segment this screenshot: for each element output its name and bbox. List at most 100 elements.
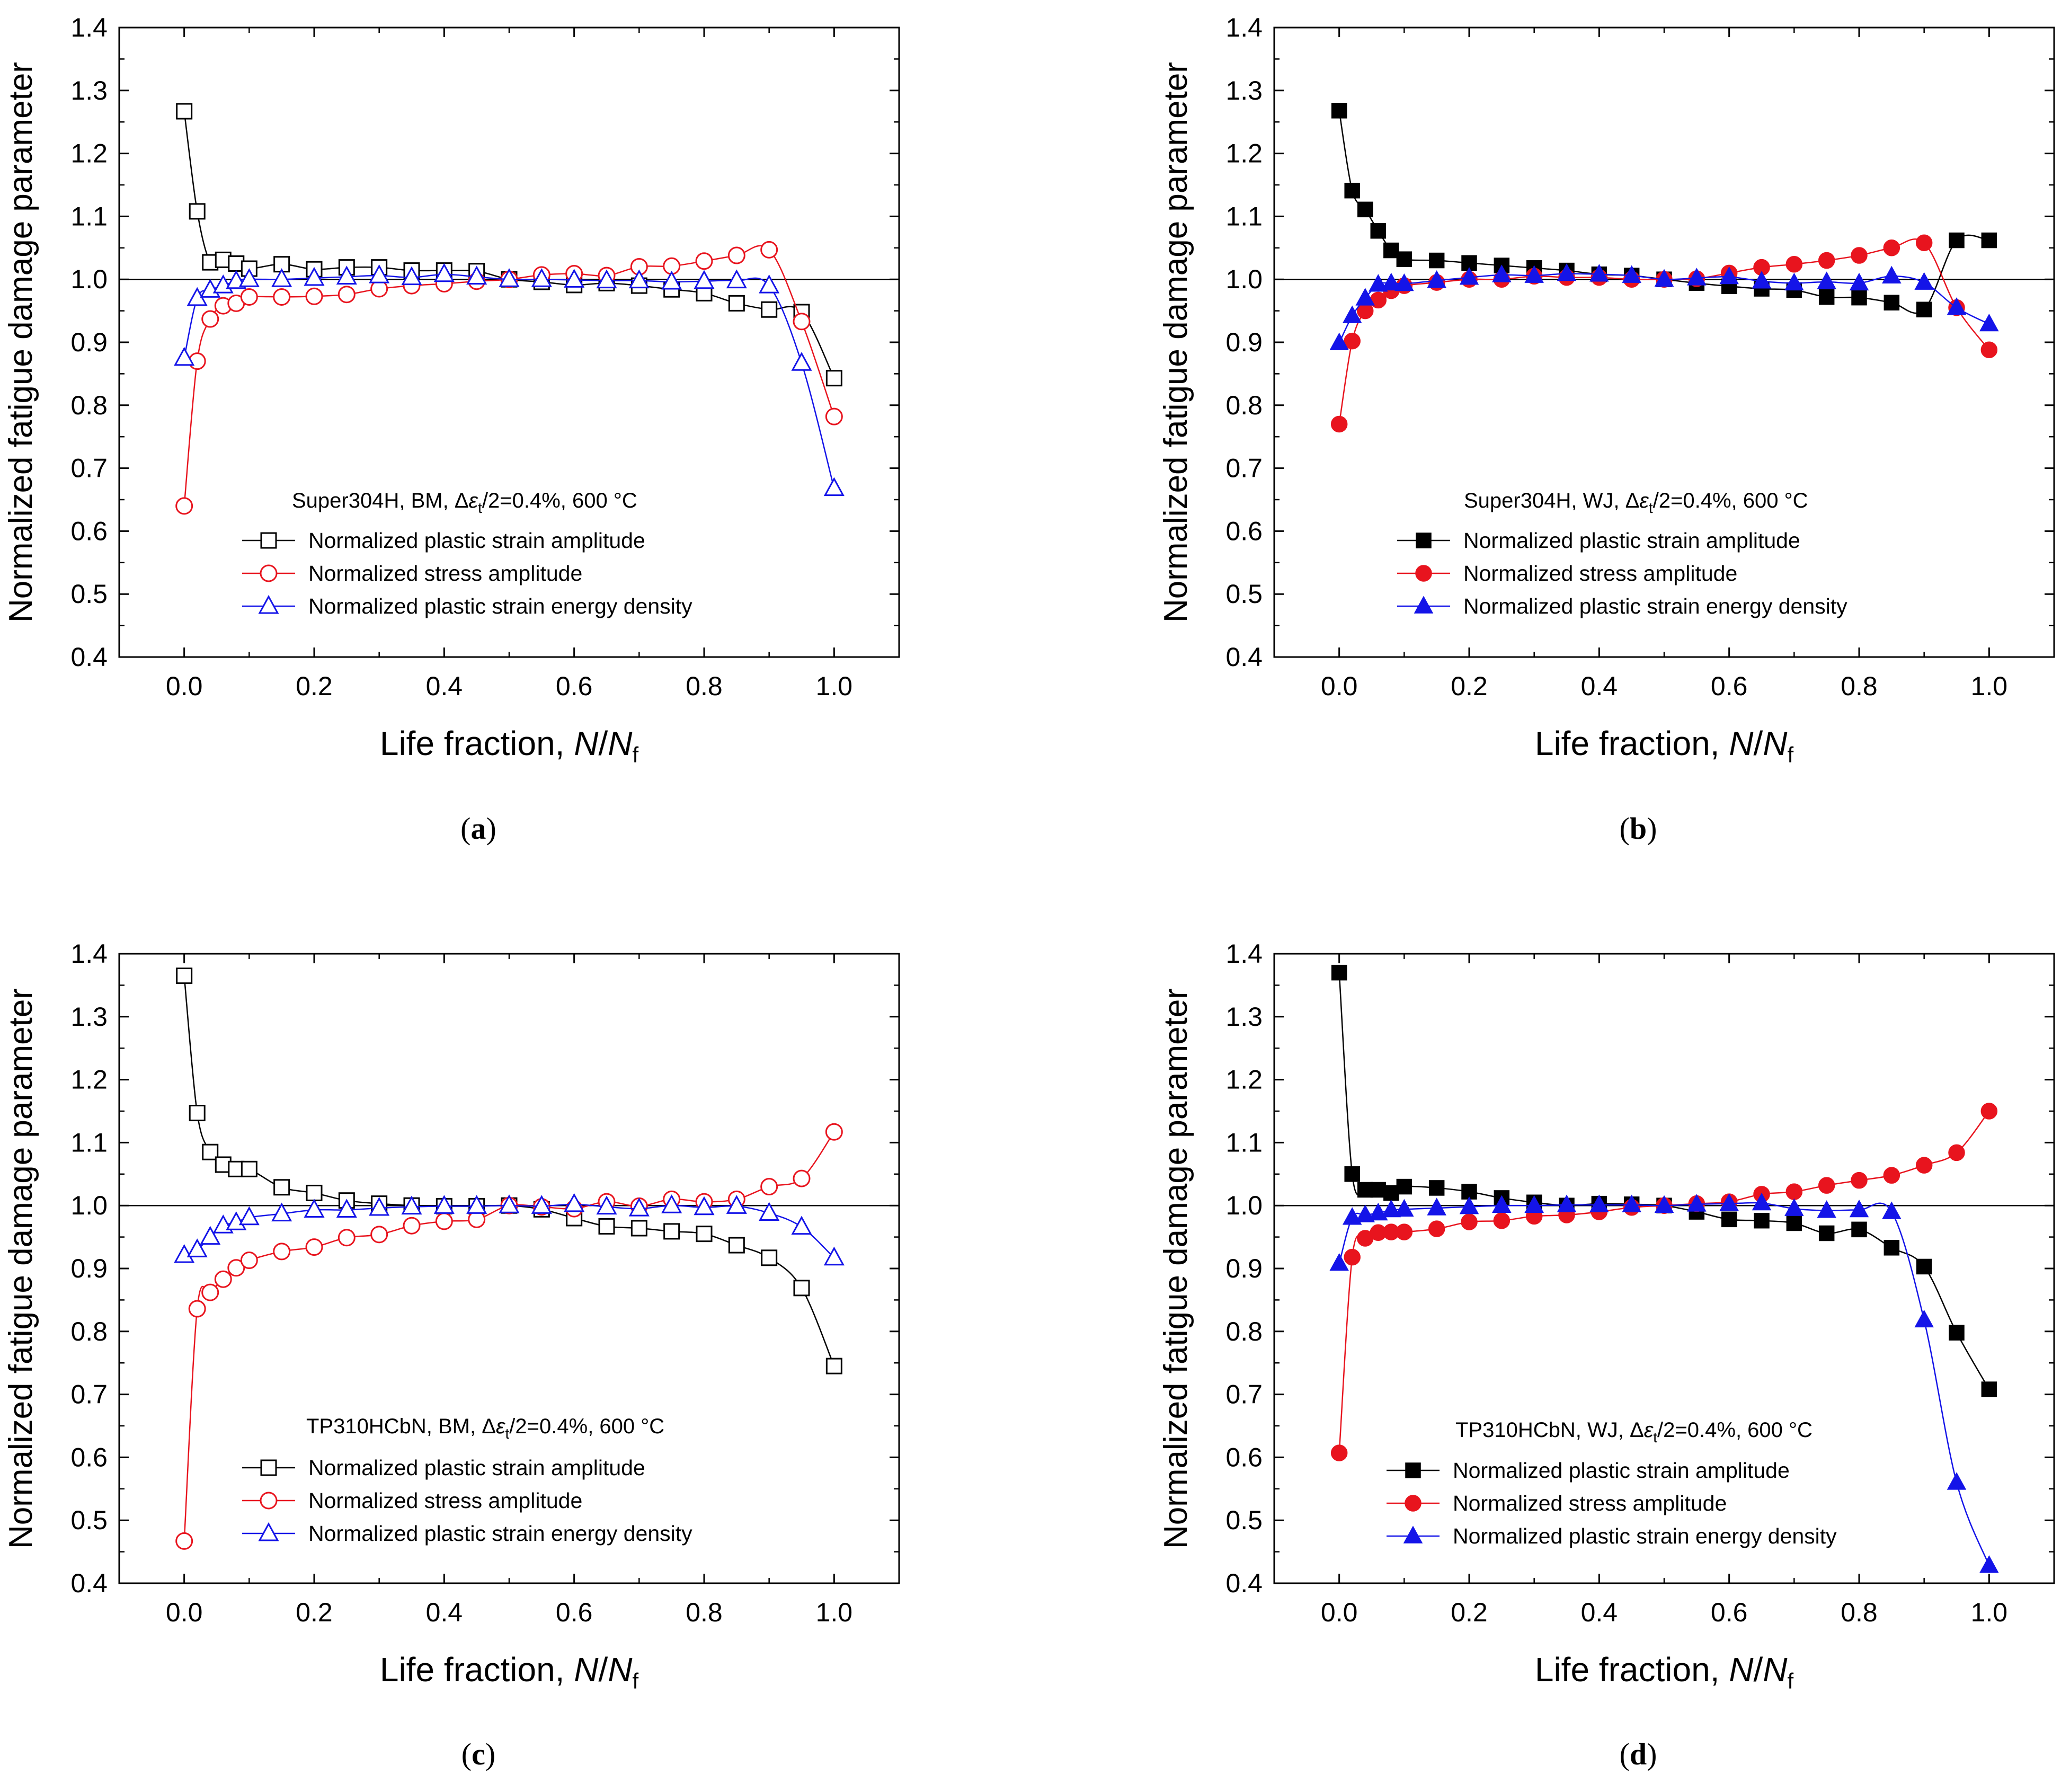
data-point bbox=[226, 1211, 247, 1230]
panel-caption: (b) bbox=[1620, 811, 1657, 846]
data-point bbox=[1654, 269, 1674, 287]
data-point bbox=[630, 1220, 647, 1237]
data-point bbox=[694, 1196, 715, 1216]
x-tick-label: 0.6 bbox=[556, 1598, 593, 1627]
data-point bbox=[1784, 1198, 1804, 1216]
condition-annotation: Super304H, WJ, Δεt/2=0.4%, 600 °C bbox=[1464, 489, 1808, 516]
caption-letter: b bbox=[1630, 811, 1647, 846]
data-point bbox=[1849, 1199, 1869, 1218]
y-tick-label: 0.4 bbox=[70, 1568, 108, 1598]
data-point bbox=[1851, 1172, 1868, 1189]
data-point bbox=[628, 1197, 650, 1217]
x-axis-label-n: N bbox=[1729, 724, 1754, 762]
data-point bbox=[793, 313, 811, 331]
data-point bbox=[1719, 1193, 1739, 1211]
y-tick-label: 1.0 bbox=[70, 264, 108, 294]
data-point bbox=[403, 1217, 421, 1235]
data-point bbox=[663, 1223, 680, 1240]
data-point bbox=[369, 1196, 390, 1216]
data-point bbox=[1980, 1103, 1998, 1120]
data-point bbox=[1883, 239, 1900, 256]
annotation-epsilon: ε bbox=[1639, 489, 1649, 512]
data-point bbox=[1979, 313, 1999, 332]
data-point bbox=[401, 266, 422, 286]
y-tick-label: 1.0 bbox=[1225, 1191, 1263, 1220]
annotation-epsilon: ε bbox=[496, 1415, 506, 1438]
annotation-delta: Δ bbox=[1630, 1418, 1644, 1442]
x-tick-label: 0.4 bbox=[426, 1598, 463, 1627]
annotation-delta: Δ bbox=[1625, 489, 1640, 512]
data-point bbox=[337, 1229, 356, 1247]
data-point bbox=[823, 1246, 845, 1266]
caption-letter: c bbox=[472, 1737, 485, 1771]
y-tick-label: 1.4 bbox=[70, 13, 108, 42]
y-tick-label: 0.4 bbox=[1225, 1568, 1263, 1598]
y-tick-label: 0.5 bbox=[1225, 1505, 1263, 1535]
data-point bbox=[273, 1243, 291, 1261]
data-point bbox=[1344, 1248, 1361, 1266]
data-point bbox=[761, 301, 778, 318]
data-point bbox=[1851, 289, 1867, 306]
data-point bbox=[433, 263, 455, 282]
data-point bbox=[726, 269, 747, 289]
data-point bbox=[1461, 255, 1477, 271]
x-axis-label-nf: N bbox=[1763, 724, 1788, 762]
annotation-material: Super304H, BM, bbox=[292, 489, 455, 512]
series-triangle bbox=[174, 1193, 845, 1266]
y-tick-label: 0.6 bbox=[70, 516, 108, 546]
data-point bbox=[238, 268, 260, 287]
x-axis-label-n: N bbox=[574, 1651, 599, 1689]
chart-panel-a: 0.0 0.2 0.4 0.6 0.8 1.0 0.4 0.5 0.6 0.7 0.8 0.9 1.0 1… bbox=[3, 13, 900, 846]
caption-letter: d bbox=[1630, 1737, 1647, 1771]
y-tick-label: 0.4 bbox=[1225, 642, 1263, 672]
y-tick-label: 1.3 bbox=[70, 76, 108, 105]
y-tick-label: 1.0 bbox=[70, 1191, 108, 1220]
data-point bbox=[401, 1195, 422, 1215]
legend-marker bbox=[1405, 1495, 1422, 1512]
data-point bbox=[435, 1212, 453, 1230]
condition-annotation: Super304H, BM, Δεt/2=0.4%, 600 °C bbox=[292, 489, 637, 516]
data-point bbox=[1344, 332, 1361, 350]
data-point bbox=[1427, 1197, 1446, 1216]
data-point bbox=[696, 1226, 713, 1243]
data-point bbox=[564, 269, 585, 288]
legend-marker bbox=[1415, 565, 1432, 582]
data-point bbox=[825, 407, 843, 425]
data-point bbox=[1342, 305, 1362, 323]
y-tick-label: 0.8 bbox=[1225, 391, 1263, 420]
data-point bbox=[176, 103, 193, 120]
data-point bbox=[200, 1226, 221, 1245]
data-point bbox=[1355, 1204, 1375, 1222]
legend-label: Normalized plastic strain energy density bbox=[308, 594, 692, 618]
y-tick-label: 1.4 bbox=[70, 939, 108, 969]
caption-open: ( bbox=[460, 811, 470, 846]
y-tick-label: 0.9 bbox=[1225, 1254, 1263, 1283]
y-axis-label: Normalized fatigue damage parameter bbox=[3, 988, 39, 1549]
y-tick-label: 0.5 bbox=[70, 579, 108, 609]
data-point bbox=[227, 1259, 245, 1277]
data-point bbox=[1849, 272, 1869, 291]
data-point bbox=[1882, 1201, 1902, 1219]
data-point bbox=[825, 370, 842, 387]
x-axis-label-sub: f bbox=[1787, 1669, 1793, 1693]
data-point bbox=[1331, 103, 1347, 119]
y-tick-label: 0.7 bbox=[1225, 1380, 1263, 1409]
data-point bbox=[793, 1280, 810, 1297]
data-point bbox=[370, 1226, 388, 1244]
data-point bbox=[1817, 271, 1836, 289]
data-point bbox=[241, 1160, 257, 1177]
legend-marker bbox=[260, 1459, 277, 1476]
data-point bbox=[305, 287, 323, 305]
y-tick-label: 1.1 bbox=[1225, 201, 1263, 231]
annotation-rest: /2=0.4%, 600 °C bbox=[1657, 1418, 1813, 1442]
x-axis-label-n: N bbox=[574, 724, 599, 762]
series-square bbox=[176, 968, 842, 1374]
data-point bbox=[240, 288, 258, 306]
data-point bbox=[1949, 232, 1965, 249]
data-point bbox=[273, 288, 291, 306]
series-square bbox=[176, 103, 842, 387]
data-point bbox=[793, 1169, 811, 1187]
data-point bbox=[791, 1216, 812, 1235]
data-point bbox=[201, 310, 219, 328]
data-point bbox=[1818, 1225, 1835, 1241]
